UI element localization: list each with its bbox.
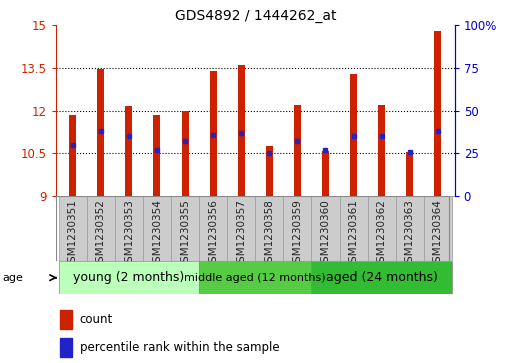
Bar (283, 196, 311, 261)
Bar (60, 338, 72, 356)
Bar (339, 196, 368, 261)
Text: GSM1230360: GSM1230360 (321, 199, 331, 269)
Bar (350, 74, 357, 196)
Bar (311, 196, 339, 261)
Bar (396, 196, 424, 261)
Bar (266, 146, 273, 196)
Bar (143, 196, 171, 261)
Bar (69, 115, 76, 196)
Bar (181, 111, 188, 196)
Text: GSM1230353: GSM1230353 (124, 199, 134, 269)
Bar (60, 310, 72, 330)
Bar (406, 152, 413, 196)
Title: GDS4892 / 1444262_at: GDS4892 / 1444262_at (175, 9, 336, 23)
Text: GSM1230356: GSM1230356 (208, 199, 218, 269)
Text: GSM1230357: GSM1230357 (236, 199, 246, 269)
Bar (238, 65, 245, 196)
Text: GSM1230351: GSM1230351 (68, 199, 78, 269)
Text: young (2 months): young (2 months) (73, 271, 184, 284)
Bar (199, 196, 227, 261)
Text: GSM1230361: GSM1230361 (348, 199, 359, 269)
Text: GSM1230358: GSM1230358 (264, 199, 274, 269)
Bar (59, 196, 87, 261)
Text: GSM1230354: GSM1230354 (152, 199, 162, 269)
Text: GSM1230363: GSM1230363 (405, 199, 415, 269)
Bar (87, 196, 115, 261)
Bar (98, 69, 104, 196)
Text: GSM1230352: GSM1230352 (96, 199, 106, 269)
Text: GSM1230362: GSM1230362 (376, 199, 387, 269)
Text: aged (24 months): aged (24 months) (326, 271, 437, 284)
Text: age: age (3, 273, 23, 283)
Bar (125, 106, 133, 196)
Bar (227, 196, 256, 261)
Bar (199, 261, 311, 294)
Bar (434, 31, 441, 196)
Bar (210, 72, 216, 196)
Bar (153, 115, 161, 196)
Bar (256, 196, 283, 261)
Bar (322, 151, 329, 196)
Bar (294, 105, 301, 196)
Text: middle aged (12 months): middle aged (12 months) (184, 273, 326, 283)
Text: GSM1230359: GSM1230359 (293, 199, 302, 269)
Bar (368, 196, 396, 261)
Bar (115, 196, 143, 261)
Bar (171, 196, 199, 261)
Text: count: count (80, 313, 113, 326)
Bar (59, 261, 199, 294)
Bar (424, 196, 452, 261)
Text: GSM1230364: GSM1230364 (433, 199, 443, 269)
Text: GSM1230355: GSM1230355 (180, 199, 190, 269)
Bar (378, 105, 385, 196)
Text: percentile rank within the sample: percentile rank within the sample (80, 341, 279, 354)
Bar (311, 261, 452, 294)
